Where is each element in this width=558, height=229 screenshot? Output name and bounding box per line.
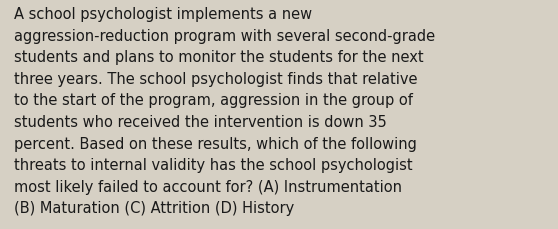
Text: A school psychologist implements a new
aggression-reduction program with several: A school psychologist implements a new a… xyxy=(14,7,435,215)
